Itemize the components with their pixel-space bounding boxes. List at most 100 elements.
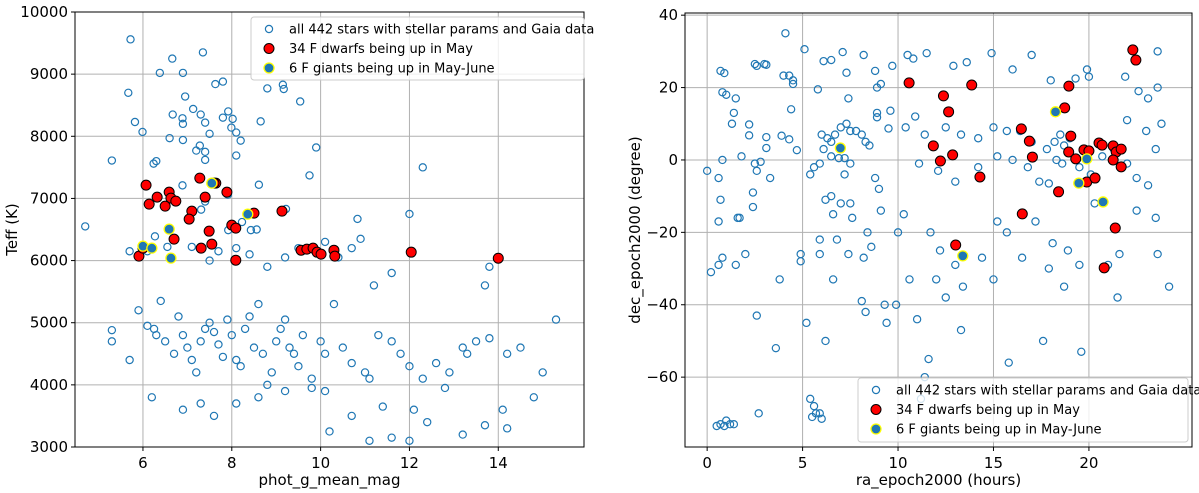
data-point-hollow: [800, 44, 809, 54]
data-point-giant: [834, 142, 847, 154]
data-point-hollow: [529, 393, 539, 402]
data-point-hollow: [263, 262, 272, 271]
data-point-red: [140, 179, 152, 191]
data-point-hollow: [762, 60, 771, 69]
data-point-hollow: [423, 417, 432, 427]
data-point-hollow: [263, 84, 272, 93]
x-tick-label: 14: [489, 454, 508, 472]
data-point-hollow: [165, 133, 174, 143]
data-point-red: [1063, 80, 1075, 92]
data-point-hollow: [922, 48, 931, 58]
data-point-red: [934, 155, 946, 167]
data-point-hollow: [807, 412, 817, 422]
data-point-hollow: [237, 217, 247, 227]
data-point-red: [1065, 130, 1077, 142]
data-point-hollow: [872, 108, 882, 118]
data-point-hollow: [748, 202, 758, 212]
data-point-hollow: [307, 374, 316, 383]
data-point-red: [194, 172, 206, 184]
data-point-red: [1059, 102, 1071, 114]
data-point-hollow: [806, 394, 815, 404]
data-point-hollow: [198, 48, 208, 57]
data-point-hollow: [378, 402, 387, 411]
data-point-hollow: [236, 136, 245, 145]
data-point-hollow: [280, 315, 290, 324]
data-point-hollow: [249, 343, 259, 352]
data-point-hollow: [320, 237, 330, 247]
data-point-hollow: [815, 235, 824, 244]
data-point-hollow: [861, 307, 870, 317]
data-point-hollow: [516, 343, 525, 352]
data-point-hollow: [245, 250, 254, 259]
data-point-hollow: [777, 131, 786, 140]
data-point-red: [221, 186, 233, 198]
data-point-hollow: [240, 324, 250, 334]
data-point-hollow: [1132, 173, 1141, 183]
y-tick-label: 5000: [30, 314, 68, 332]
data-point-hollow: [205, 318, 214, 327]
data-point-hollow: [731, 260, 740, 270]
data-point-hollow: [1035, 177, 1044, 186]
data-point-giant: [206, 177, 218, 189]
legend-entry: 6 F giants being up in May-June: [289, 62, 495, 77]
data-point-hollow: [200, 155, 210, 165]
y-tick-label: 9000: [30, 65, 68, 83]
data-point-hollow: [815, 409, 824, 418]
data-point-hollow: [485, 334, 494, 343]
data-point-hollow: [882, 318, 891, 328]
data-point-hollow: [280, 253, 290, 262]
data-point-hollow: [802, 318, 811, 328]
series-red: [133, 172, 504, 266]
data-point-hollow: [834, 153, 844, 163]
data-point-hollow: [1151, 213, 1160, 223]
data-point-hollow: [294, 362, 303, 371]
data-point-hollow: [720, 421, 729, 431]
data-point-hollow: [228, 114, 237, 124]
data-point-hollow: [1141, 126, 1151, 136]
data-point-hollow: [876, 206, 886, 215]
y-axis-label: dec_epoch2000 (degree): [626, 136, 645, 323]
data-point-hollow: [498, 405, 507, 414]
data-point-hollow: [168, 110, 177, 119]
data-point-red: [943, 106, 955, 118]
data-point-hollow: [765, 173, 775, 183]
x-tick-label: 5: [798, 454, 808, 472]
data-point-hollow: [174, 312, 183, 321]
data-point-hollow: [178, 135, 188, 145]
data-point-hollow: [857, 130, 866, 139]
data-point-red: [1053, 186, 1065, 198]
data-point-hollow: [192, 368, 201, 377]
data-point-hollow: [178, 68, 188, 78]
data-point-hollow: [1153, 83, 1162, 92]
data-point-hollow: [252, 225, 261, 234]
data-point-hollow: [842, 68, 851, 77]
data-point-hollow: [440, 383, 450, 393]
data-point-hollow: [353, 214, 362, 224]
data-point-hollow: [126, 35, 135, 44]
data-point-hollow: [538, 368, 547, 377]
series-hollow: [702, 29, 1174, 431]
data-point-hollow: [775, 275, 784, 284]
data-point-hollow: [716, 195, 725, 204]
data-point-hollow: [958, 282, 968, 291]
data-point-hollow: [876, 79, 886, 89]
data-point-red: [206, 238, 218, 250]
data-point-hollow: [356, 234, 365, 244]
data-point-hollow: [307, 383, 316, 393]
data-point-hollow: [899, 210, 908, 219]
data-point-hollow: [974, 162, 983, 172]
data-point-hollow: [316, 337, 325, 346]
data-point-hollow: [867, 242, 876, 252]
data-point-hollow: [846, 159, 855, 168]
data-point-hollow: [788, 79, 798, 89]
data-point-hollow: [431, 358, 441, 368]
data-point-hollow: [785, 135, 794, 144]
data-point-red: [1107, 154, 1119, 166]
data-point-red: [405, 246, 417, 258]
data-point-hollow: [192, 146, 201, 155]
data-point-hollow: [232, 151, 241, 160]
data-point-hollow: [1075, 162, 1084, 172]
data-point-hollow: [1113, 293, 1122, 302]
data-point-hollow: [387, 268, 396, 278]
data-point-red: [151, 191, 163, 203]
